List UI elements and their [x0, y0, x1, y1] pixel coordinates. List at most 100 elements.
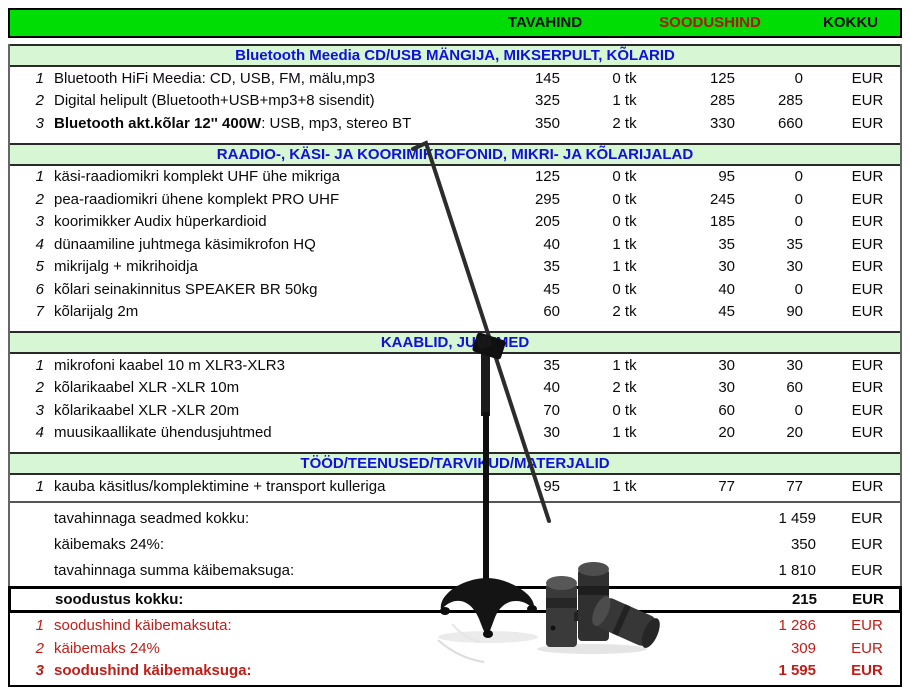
price-table: TAVAHIND SOODUSHIND KOKKU Bluetooth Meed…: [8, 8, 902, 687]
column-header-kokku: KOKKU: [823, 14, 878, 31]
summary-block: tavahinnaga seadmed kokku: 1 459 EUR käi…: [10, 500, 900, 586]
summary-value: 1 459: [778, 510, 816, 527]
discount-price: 35: [718, 235, 735, 253]
summary-value: 1 286: [778, 617, 816, 635]
currency: EUR: [851, 213, 884, 231]
quantity: 2 tk: [612, 303, 637, 321]
quantity: 0 tk: [612, 401, 637, 419]
table-row: 3 Bluetooth akt.kõlar 12'' 400W: USB, mp…: [10, 112, 900, 135]
line-total: 0: [794, 280, 803, 298]
column-header-soodushind: SOODUSHIND: [659, 14, 761, 31]
table-row: 1 mikrofoni kaabel 10 m XLR3-XLR3 35 1 t…: [10, 354, 900, 377]
regular-price: 35: [543, 258, 560, 276]
regular-price: 45: [543, 280, 560, 298]
currency: EUR: [851, 662, 883, 680]
row-number: 2: [35, 379, 44, 397]
line-total: 90: [786, 303, 803, 321]
quantity: 0 tk: [612, 213, 637, 231]
currency: EUR: [851, 401, 884, 419]
discount-price: 330: [709, 114, 735, 132]
currency: EUR: [851, 477, 884, 495]
summary-label: soodushind käibemaksuga:: [54, 662, 252, 680]
discount-total-row: soodustus kokku: 215 EUR: [8, 585, 902, 613]
table-row: 1 käsi-raadiomikri komplekt UHF ühe mikr…: [10, 166, 900, 189]
discount-price: 45: [718, 303, 735, 321]
item-description: käsi-raadiomikri komplekt UHF ühe mikrig…: [54, 168, 340, 186]
quantity: 0 tk: [612, 190, 637, 208]
discount-total-label: soodustus kokku:: [55, 590, 184, 608]
summary-row: 1 soodushind käibemaksuta: 1 286 EUR: [10, 615, 900, 638]
currency: EUR: [851, 536, 883, 553]
row-number: 2: [35, 190, 44, 208]
regular-price: 35: [543, 356, 560, 374]
section-rows: 1 Bluetooth HiFi Meedia: CD, USB, FM, mä…: [10, 67, 900, 135]
discount-price: 95: [718, 168, 735, 186]
quantity: 0 tk: [612, 280, 637, 298]
currency: EUR: [851, 379, 884, 397]
discount-price: 125: [709, 69, 735, 87]
row-number: 3: [35, 114, 44, 132]
summary-row: käibemaks 24%: 350 EUR: [10, 532, 900, 558]
table-row: 1 Bluetooth HiFi Meedia: CD, USB, FM, mä…: [10, 67, 900, 90]
currency: EUR: [851, 69, 884, 87]
item-description: Bluetooth akt.kõlar 12'' 400W: USB, mp3,…: [54, 114, 412, 132]
item-description: dünaamiline juhtmega käsimikrofon HQ: [54, 235, 316, 253]
table-row: 3 kõlarikaabel XLR -XLR 20m 70 0 tk 60 0…: [10, 399, 900, 422]
table-row: 4 muusikaallikate ühendusjuhtmed 30 1 tk…: [10, 422, 900, 445]
line-total: 0: [794, 69, 803, 87]
row-number: 1: [35, 356, 44, 374]
discount-price: 30: [718, 379, 735, 397]
summary-label: soodushind käibemaksuta:: [54, 617, 232, 635]
summary-label: tavahinnaga seadmed kokku:: [54, 510, 250, 527]
quantity: 1 tk: [612, 424, 637, 442]
section-title: TÖÖD/TEENUSED/TARVIKUD/MATERJALID: [10, 452, 900, 475]
row-number: 3: [35, 662, 44, 680]
line-total: 0: [794, 190, 803, 208]
row-number: 2: [35, 639, 44, 657]
summary-value: 350: [790, 536, 816, 553]
regular-price: 145: [534, 69, 560, 87]
table-row: 7 kõlarijalg 2m 60 2 tk 45 90 EUR: [10, 301, 900, 324]
section-title: KAABLID, JUHTMED: [10, 331, 900, 354]
row-number: 3: [35, 401, 44, 419]
quantity: 1 tk: [612, 258, 637, 276]
item-description: pea-raadiomikri ühene komplekt PRO UHF: [54, 190, 340, 208]
regular-price: 205: [534, 213, 560, 231]
regular-price: 30: [543, 424, 560, 442]
item-description: muusikaallikate ühendusjuhtmed: [54, 424, 272, 442]
table-row: 6 kõlari seinakinnitus SPEAKER BR 50kg 4…: [10, 278, 900, 301]
section-rows: 1 kauba käsitlus/komplektimine + transpo…: [10, 475, 900, 498]
table-row: 5 mikrijalg + mikrihoidja 35 1 tk 30 30 …: [10, 256, 900, 279]
row-number: 1: [35, 617, 44, 635]
section-title: Bluetooth Meedia CD/USB MÄNGIJA, MIKSERP…: [10, 44, 900, 67]
sections-container: Bluetooth Meedia CD/USB MÄNGIJA, MIKSERP…: [10, 44, 900, 498]
summary-row: tavahinnaga seadmed kokku: 1 459 EUR: [10, 506, 900, 532]
table-section: TÖÖD/TEENUSED/TARVIKUD/MATERJALID 1 kaub…: [10, 444, 900, 498]
quantity: 0 tk: [612, 168, 637, 186]
summary-value: 1 810: [778, 562, 816, 579]
quantity: 1 tk: [612, 235, 637, 253]
summary-value: 309: [790, 639, 816, 657]
quantity: 0 tk: [612, 69, 637, 87]
table-row: 2 pea-raadiomikri ühene komplekt PRO UHF…: [10, 188, 900, 211]
line-total: 285: [777, 92, 803, 110]
row-number: 2: [35, 92, 44, 110]
currency: EUR: [851, 356, 884, 374]
row-number: 1: [35, 477, 44, 495]
item-description: Digital helipult (Bluetooth+USB+mp3+8 si…: [54, 92, 375, 110]
regular-price: 40: [543, 235, 560, 253]
line-total: 0: [794, 168, 803, 186]
regular-price: 40: [543, 379, 560, 397]
currency: EUR: [851, 258, 884, 276]
summary-row: 2 käibemaks 24% 309 EUR: [10, 637, 900, 660]
line-total: 20: [786, 424, 803, 442]
item-description: kõlarikaabel XLR -XLR 10m: [54, 379, 240, 397]
regular-price: 295: [534, 190, 560, 208]
table-row: 1 kauba käsitlus/komplektimine + transpo…: [10, 475, 900, 498]
line-total: 35: [786, 235, 803, 253]
row-number: 3: [35, 213, 44, 231]
item-description: koorimikker Audix hüperkardioid: [54, 213, 267, 231]
currency: EUR: [851, 303, 884, 321]
table-body: Bluetooth Meedia CD/USB MÄNGIJA, MIKSERP…: [8, 44, 902, 586]
